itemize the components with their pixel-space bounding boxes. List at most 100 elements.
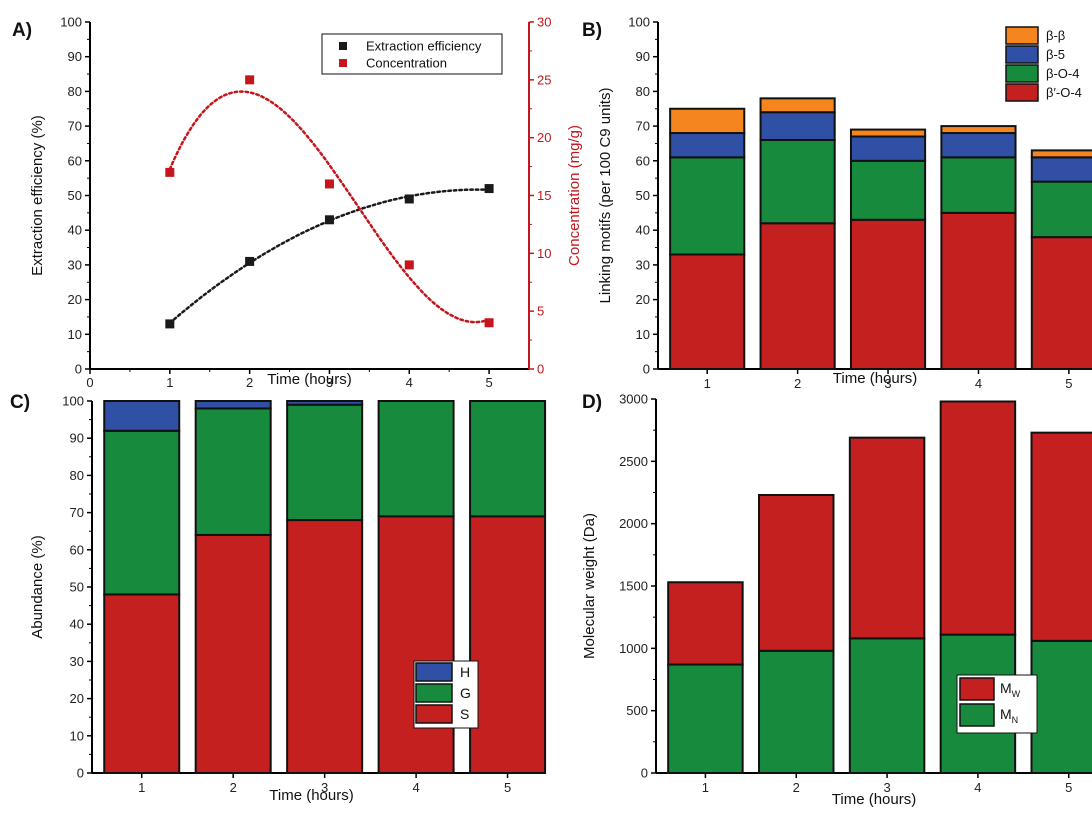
bar-segment bbox=[669, 253, 746, 371]
legend-label: MN bbox=[1000, 706, 1018, 725]
legend-label: H bbox=[460, 664, 470, 680]
x-axis-label: Time (hours) bbox=[832, 791, 916, 808]
y-tick-label: 40 bbox=[636, 223, 650, 238]
y-tick-label: 20 bbox=[636, 292, 650, 307]
x-axis-label: Time (hours) bbox=[833, 370, 917, 387]
y-tick-label: 0 bbox=[641, 766, 648, 781]
legend-label: G bbox=[460, 685, 471, 701]
bar-segment bbox=[377, 400, 455, 518]
data-point bbox=[324, 179, 334, 189]
bar-segment bbox=[377, 515, 455, 774]
y2-axis-label: Concentration (mg/g) bbox=[566, 125, 583, 266]
x-tick-label: 1 bbox=[702, 780, 709, 795]
legend-swatch bbox=[1005, 64, 1039, 83]
y-tick-label: 500 bbox=[626, 703, 648, 718]
y2-tick-label: 25 bbox=[537, 72, 551, 87]
y-tick-label: 20 bbox=[68, 292, 82, 307]
bar-segment bbox=[759, 222, 836, 370]
legend-label: β-β bbox=[1046, 28, 1065, 43]
bar-segment bbox=[849, 218, 927, 370]
bar-segment bbox=[469, 400, 547, 518]
legend-label: β-O-4 bbox=[1046, 66, 1079, 81]
bar-segment bbox=[667, 663, 744, 774]
legend-swatch bbox=[1005, 45, 1039, 64]
legend-swatch bbox=[1005, 26, 1039, 45]
fit-curve-1 bbox=[168, 90, 491, 324]
panel-label: A) bbox=[12, 20, 32, 41]
x-tick-label: 4 bbox=[974, 780, 981, 795]
bar-segment bbox=[849, 128, 927, 138]
y2-tick-label: 0 bbox=[537, 362, 544, 377]
y-tick-label: 90 bbox=[636, 49, 650, 64]
y-tick-label: 80 bbox=[68, 84, 82, 99]
data-point bbox=[245, 256, 255, 266]
legend-box bbox=[321, 33, 503, 75]
bar-segment bbox=[940, 211, 1017, 370]
bar-segment bbox=[758, 649, 835, 774]
data-point bbox=[484, 184, 494, 194]
data-point bbox=[324, 215, 334, 225]
y-tick-label: 80 bbox=[636, 84, 650, 99]
y-tick-label: 100 bbox=[62, 394, 84, 409]
x-tick-label: 4 bbox=[412, 780, 419, 795]
legend-swatch bbox=[415, 683, 453, 703]
x-tick-label: 1 bbox=[138, 780, 145, 795]
bar-segment bbox=[759, 97, 836, 114]
legend-label: Concentration bbox=[366, 56, 447, 71]
bar-segment bbox=[286, 519, 364, 774]
legend-label: S bbox=[460, 706, 469, 722]
panel-label: B) bbox=[582, 20, 602, 41]
y-tick-label: 2500 bbox=[619, 454, 648, 469]
y-tick-label: 2000 bbox=[619, 516, 648, 531]
y-tick-label: 50 bbox=[636, 188, 650, 203]
bar-segment bbox=[469, 515, 547, 774]
legend-swatch bbox=[1005, 83, 1039, 102]
panel-label: C) bbox=[10, 392, 30, 413]
legend-swatch bbox=[959, 703, 995, 727]
y-tick-label: 0 bbox=[75, 362, 82, 377]
data-point bbox=[404, 260, 414, 270]
bar-segment bbox=[286, 403, 364, 522]
y-axis-label: Molecular weight (Da) bbox=[581, 513, 598, 659]
y2-tick-label: 20 bbox=[537, 130, 551, 145]
legend-marker bbox=[339, 42, 347, 50]
x-axis-label: Time (hours) bbox=[269, 787, 353, 804]
bar-segment bbox=[1030, 180, 1092, 239]
x-tick-label: 2 bbox=[794, 376, 801, 391]
y-tick-label: 60 bbox=[68, 153, 82, 168]
legend-label: Extraction efficiency bbox=[366, 39, 482, 54]
y-tick-label: 70 bbox=[70, 505, 84, 520]
y2-tick-label: 10 bbox=[537, 246, 551, 261]
bar-segment bbox=[849, 159, 927, 221]
y-tick-label: 40 bbox=[68, 223, 82, 238]
legend-swatch bbox=[415, 704, 453, 724]
data-point bbox=[404, 194, 414, 204]
legend-label-main: M bbox=[1000, 680, 1012, 696]
bar-segment bbox=[759, 111, 836, 141]
bar-segment bbox=[103, 400, 181, 432]
y-tick-label: 70 bbox=[636, 119, 650, 134]
bar-segment bbox=[103, 593, 181, 774]
bar-segment bbox=[667, 581, 744, 666]
x-tick-label: 1 bbox=[704, 376, 711, 391]
legend-marker bbox=[339, 59, 347, 67]
x-tick-label: 1 bbox=[166, 375, 173, 390]
bar-segment bbox=[1030, 156, 1092, 183]
y2-tick-label: 30 bbox=[537, 15, 551, 30]
bar-segment bbox=[669, 156, 746, 256]
data-point bbox=[165, 319, 175, 329]
bar-segment bbox=[1030, 639, 1092, 774]
y-tick-label: 60 bbox=[70, 542, 84, 557]
y-tick-label: 70 bbox=[68, 119, 82, 134]
legend-label: β-5 bbox=[1046, 47, 1065, 62]
y-tick-label: 50 bbox=[68, 188, 82, 203]
bar-segment bbox=[848, 637, 926, 774]
y-tick-label: 30 bbox=[70, 654, 84, 669]
y-axis-label: Extraction efficiency (%) bbox=[29, 115, 46, 276]
bar-segment bbox=[1030, 236, 1092, 370]
y-axis-label: Abundance (%) bbox=[29, 535, 46, 638]
x-tick-label: 5 bbox=[1065, 376, 1072, 391]
bar-segment bbox=[1030, 431, 1092, 642]
x-tick-label: 3 bbox=[326, 375, 333, 390]
